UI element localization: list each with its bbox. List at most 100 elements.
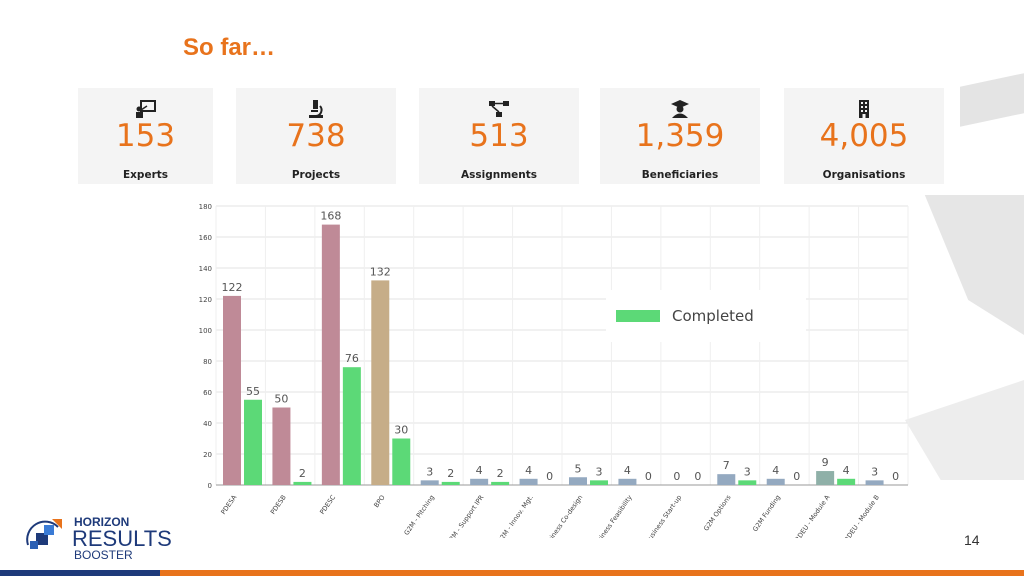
data-label: 0 — [645, 470, 652, 483]
data-label: 168 — [320, 210, 341, 223]
data-label: 4 — [772, 464, 779, 477]
footer-bar — [160, 570, 1024, 576]
stat-label: Beneficiaries — [641, 169, 719, 181]
stat-value: 738 — [286, 118, 346, 154]
data-label: 3 — [426, 465, 433, 478]
bar-completed — [293, 481, 312, 485]
bar-completed — [738, 480, 757, 485]
data-label: 2 — [299, 467, 306, 480]
data-label: 122 — [222, 281, 243, 294]
bar-completed — [392, 438, 411, 485]
stat-card-assignments: 513 Assignments — [419, 88, 579, 184]
stat-value: 4,005 — [819, 118, 909, 154]
stat-value: 153 — [115, 118, 176, 154]
logo-text: RESULTS — [72, 526, 172, 551]
data-label: 0 — [694, 470, 701, 483]
y-tick-label: 100 — [199, 327, 212, 335]
data-label: 3 — [744, 465, 751, 478]
y-tick-label: 40 — [203, 420, 212, 428]
graduate-icon — [671, 100, 689, 118]
chart-canvas: 02040608010012014016018012255PDESA502PDE… — [199, 203, 909, 538]
y-tick-label: 60 — [203, 389, 212, 397]
data-label: 3 — [871, 465, 878, 478]
bar-completed — [837, 478, 856, 485]
y-tick-label: 120 — [199, 296, 212, 304]
data-label: 4 — [476, 464, 483, 477]
x-tick-label: G2M - Support IPR — [445, 493, 486, 538]
x-tick-label: G2M Funding — [751, 494, 782, 534]
data-label: 30 — [394, 424, 408, 437]
x-tick-label: RDEU - Module A — [793, 493, 831, 538]
x-tick-label: G2M Business Start-up — [634, 494, 683, 538]
x-tick-label: G2M Business Co-design — [532, 494, 585, 538]
x-tick-label: BPO — [372, 494, 386, 510]
background-shape — [960, 73, 1024, 127]
footer-bar — [0, 570, 160, 576]
slide-title: So far… — [183, 34, 276, 61]
bar-completed — [590, 480, 608, 485]
data-label: 7 — [723, 459, 730, 472]
x-tick-label: PDESB — [269, 494, 288, 516]
data-label: 0 — [673, 470, 680, 483]
building-icon — [859, 100, 869, 118]
legend-swatch — [616, 310, 660, 322]
bar-completed — [342, 367, 361, 485]
y-tick-label: 160 — [199, 234, 212, 242]
y-tick-label: 180 — [199, 203, 212, 211]
bar-total — [766, 478, 785, 485]
bar-total — [371, 280, 390, 485]
network-icon — [489, 101, 509, 117]
data-label: 4 — [624, 464, 631, 477]
y-tick-label: 80 — [203, 358, 212, 366]
data-label: 0 — [546, 470, 553, 483]
x-tick-label: G2M Options — [702, 493, 733, 532]
logo-text: HORIZON — [74, 515, 130, 529]
data-label: 3 — [596, 465, 603, 478]
background-shape — [924, 195, 1024, 335]
y-tick-label: 20 — [203, 451, 212, 459]
horizon-results-booster-logo: HORIZON RESULTS BOOSTER — [22, 515, 172, 563]
bar-total — [223, 295, 241, 485]
bar-total — [272, 407, 291, 485]
bar-total — [321, 224, 340, 485]
logo-icon — [26, 519, 62, 549]
bar-total — [816, 471, 835, 485]
stat-label: Projects — [291, 169, 341, 181]
chart-legend: Completed — [606, 290, 806, 342]
page-number: 14 — [964, 532, 980, 548]
presentation-icon — [135, 100, 156, 118]
data-label: 4 — [525, 464, 532, 477]
data-label: 132 — [370, 265, 391, 278]
stat-card-projects: 738 Projects — [236, 88, 396, 184]
bar-chart: 0 20 40 60 80 100 120 140 160 180 122 55 PDESA 50 2 PDE… — [190, 198, 914, 538]
x-tick-label: RDEU - Module B — [843, 494, 881, 538]
x-tick-label: G2M - Innov. Mgt. — [496, 494, 535, 538]
data-label: 5 — [575, 462, 582, 475]
stat-label: Organisations — [822, 169, 906, 181]
bar-total — [717, 474, 736, 485]
bar-completed — [244, 399, 262, 485]
bar-total — [470, 478, 489, 485]
microscope-icon — [309, 100, 323, 118]
data-label: 4 — [843, 464, 850, 477]
stat-label: Experts — [122, 169, 169, 181]
data-label: 2 — [497, 467, 504, 480]
y-tick-label: 0 — [208, 482, 212, 490]
x-tick-label: G2M Business Feasibility — [581, 493, 634, 538]
bar-total — [865, 480, 884, 485]
stat-card-organisations: 4,005 Organisations — [784, 88, 944, 184]
x-tick-label: PDESA — [219, 493, 238, 516]
logo-text: BOOSTER — [74, 548, 133, 562]
data-label: 0 — [793, 470, 800, 483]
y-tick-label: 140 — [199, 265, 212, 273]
background-shape — [905, 380, 1024, 480]
legend-label: Completed — [672, 307, 754, 325]
stat-value: 1,359 — [635, 118, 725, 154]
data-label: 0 — [892, 470, 899, 483]
data-label: 2 — [447, 467, 454, 480]
x-tick-label: PDESC — [318, 493, 337, 516]
bar-total — [519, 478, 538, 485]
stat-label: Assignments — [460, 169, 538, 181]
bar-total — [618, 478, 637, 485]
stat-card-beneficiaries: 1,359 Beneficiaries — [600, 88, 760, 184]
